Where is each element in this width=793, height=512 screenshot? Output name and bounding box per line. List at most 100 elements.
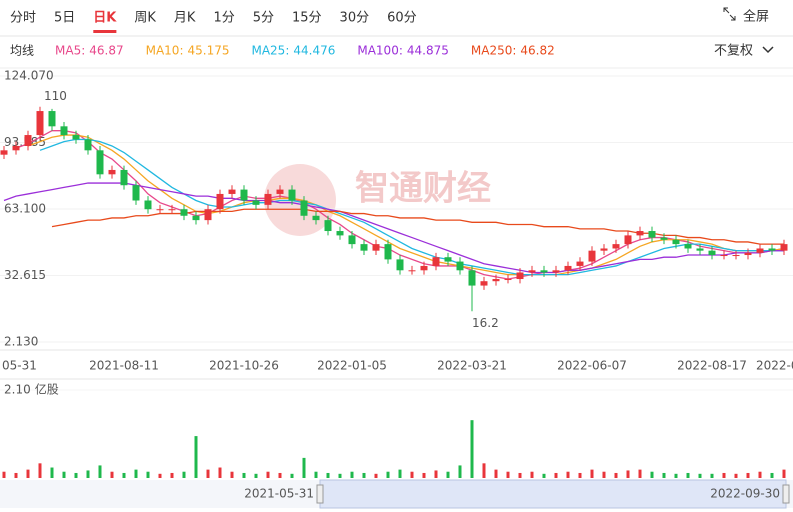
legend-value: 46.82 [520, 44, 554, 58]
volume-bar [110, 471, 114, 478]
volume-bar [98, 465, 102, 478]
volume-bar [398, 469, 402, 478]
fullscreen-label[interactable]: 全屏 [743, 9, 769, 25]
volume-unit: 亿股 [35, 382, 59, 397]
volume-bar [566, 471, 570, 478]
adjust-select[interactable]: 不复权 [714, 43, 774, 59]
volume-bar [422, 472, 426, 478]
candle-body [252, 200, 260, 205]
tab[interactable]: 30分 [340, 11, 370, 26]
volume-bar [158, 473, 162, 478]
candle-body [468, 270, 476, 286]
volume-bar [302, 457, 306, 478]
candle-body [660, 237, 668, 240]
volume-bar [650, 471, 654, 478]
volume-bar [26, 469, 30, 478]
legend-name: MA25: [251, 44, 289, 58]
volume-bar [686, 472, 690, 478]
volume-bar [662, 472, 666, 478]
adjust-label[interactable]: 不复权 [714, 43, 753, 59]
legend-name: MA10: [146, 44, 184, 58]
x-tick-label: 2021-08-11 [89, 359, 159, 373]
candle-body [96, 150, 104, 175]
fullscreen-button[interactable]: 全屏 [723, 7, 769, 25]
volume-bar [494, 469, 498, 478]
candle-body [156, 209, 164, 211]
candle-body [636, 231, 644, 236]
candle-body [372, 244, 380, 251]
candle-body [36, 111, 44, 136]
candle-body [204, 209, 212, 221]
navigator-handle[interactable] [316, 484, 324, 504]
volume-bar [290, 473, 294, 478]
navigator-handle[interactable] [782, 484, 790, 504]
candle-body [516, 272, 524, 280]
tab[interactable]: 分时 [10, 11, 36, 26]
tab[interactable]: 周K [134, 11, 156, 26]
volume-bar [86, 470, 90, 478]
candle-body [648, 231, 656, 238]
volume-bar [350, 471, 354, 478]
volume-bar [602, 471, 606, 478]
x-tick-label: 2022-06-07 [557, 359, 627, 373]
candle-body [744, 252, 752, 256]
volume-bar [362, 472, 366, 478]
legend-value: 44.875 [407, 44, 449, 58]
candle-body [408, 270, 416, 272]
y-tick-label: 124.070 [4, 69, 54, 83]
candle-body [384, 244, 392, 260]
volume-bar [206, 469, 210, 478]
x-tick-label: 2021-10-26 [209, 359, 279, 373]
volume-bar [14, 472, 18, 478]
y-tick-label: 2.130 [4, 335, 38, 349]
legend-value: 46.87 [89, 44, 123, 58]
volume-bar [734, 473, 738, 478]
candle-body [672, 239, 680, 245]
volume-bar [326, 472, 330, 478]
dropdown-arrow [762, 46, 774, 54]
candle-body [228, 189, 236, 194]
tab[interactable]: 1分 [213, 11, 234, 26]
volume-bar [626, 470, 630, 478]
candle-body [624, 235, 632, 245]
tab[interactable]: 5日 [54, 11, 75, 26]
candle-body [576, 261, 584, 266]
volume-bar [38, 463, 42, 478]
volume-bar [530, 471, 534, 478]
candle-body [396, 259, 404, 271]
tab[interactable]: 60分 [387, 11, 417, 26]
candle-body [216, 193, 224, 210]
volume-bar [698, 473, 702, 478]
candle-body [132, 185, 140, 201]
volume-bar [278, 472, 282, 478]
tab[interactable]: 5分 [253, 11, 274, 26]
x-tick-label: 05-31 [2, 359, 37, 373]
candle-body [168, 209, 176, 211]
candle-body [120, 169, 128, 186]
min-annotation: 16.2 [472, 316, 499, 330]
volume-bar [74, 472, 78, 478]
tab[interactable]: 日K [93, 11, 117, 26]
tab[interactable]: 月K [174, 11, 196, 26]
candle-body [84, 139, 92, 151]
ma-line [27, 134, 785, 276]
volume-bar [122, 472, 126, 478]
volume-bar [2, 471, 6, 478]
candle-body [432, 257, 440, 266]
candle-body [0, 150, 8, 155]
volume-bar [782, 469, 786, 478]
volume-bar [554, 472, 558, 478]
x-tick-label: 2022-01-05 [317, 359, 387, 373]
candle-body [12, 145, 20, 151]
volume-bar [722, 472, 726, 478]
volume-bar [194, 436, 198, 478]
candle-body [684, 244, 692, 249]
candle-body [444, 257, 452, 262]
legend-name: MA100: [357, 44, 403, 58]
tab[interactable]: 15分 [292, 11, 322, 26]
candle-body [540, 270, 548, 273]
candle-body [708, 250, 716, 256]
candle-body [552, 270, 560, 273]
volume-bar [674, 473, 678, 478]
